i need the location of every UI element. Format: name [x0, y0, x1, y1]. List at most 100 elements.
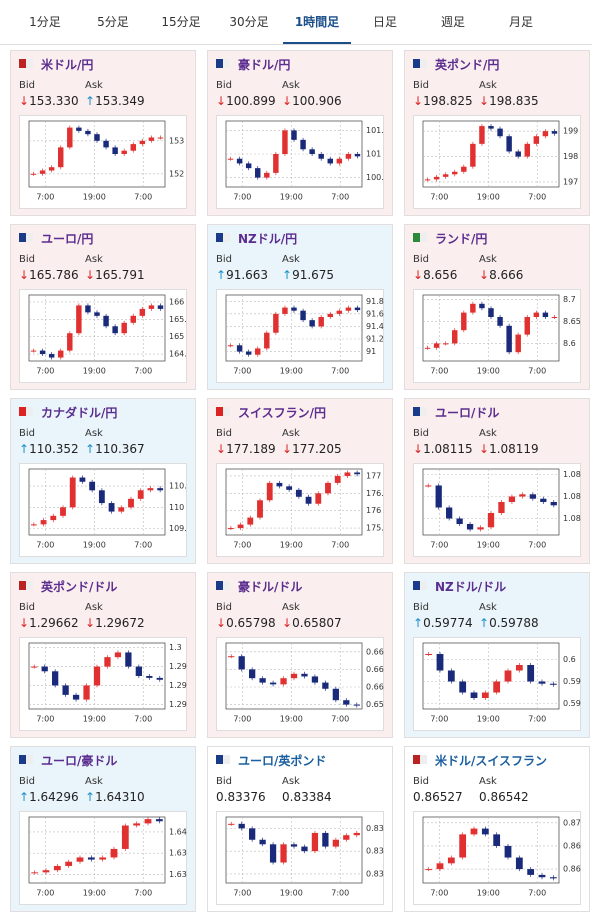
x-tick-label: 19:00	[280, 367, 303, 376]
candle	[515, 857, 523, 870]
bid-value: 0.86527	[413, 790, 463, 804]
candle	[447, 857, 455, 864]
y-tick-label: 0.834	[366, 824, 384, 833]
x-tick-label: 7:00	[331, 367, 349, 376]
candle	[76, 857, 84, 862]
ask-label: Ask	[85, 254, 103, 265]
candle	[345, 154, 352, 159]
candle	[343, 700, 350, 705]
bid-label: Bid	[19, 428, 35, 439]
chart-frame	[19, 463, 187, 557]
flag	[216, 755, 230, 764]
candle	[156, 677, 163, 680]
candle	[425, 485, 432, 487]
bid-value: ↓177.189	[216, 442, 276, 456]
panel-title: 豪ドル/ドル	[238, 580, 303, 594]
chart-frame	[19, 637, 187, 731]
x-tick-label: 7:00	[528, 367, 546, 376]
y-tick-label: 1.64	[169, 827, 187, 836]
panel-title: NZドル/円	[238, 232, 298, 246]
bid-label: Bid	[216, 254, 232, 265]
plot-frame	[28, 642, 166, 710]
bid-label: Bid	[413, 80, 429, 91]
x-tick-label: 7:00	[528, 193, 546, 202]
x-tick-label: 7:00	[36, 367, 54, 376]
x-tick-label: 7:00	[233, 193, 251, 202]
plot-frame	[28, 120, 166, 188]
ask-number: 153.349	[95, 94, 145, 108]
ask-label: Ask	[282, 428, 300, 439]
candle	[332, 688, 339, 701]
x-tick-label: 7:00	[528, 541, 546, 550]
tab[interactable]: 1時間足	[283, 0, 351, 44]
candle	[315, 493, 322, 504]
bid-value: ↓1.29662	[19, 616, 79, 630]
candle	[62, 685, 69, 695]
flag	[19, 755, 33, 764]
candle	[549, 683, 557, 685]
y-tick-label: 0.6	[563, 655, 576, 664]
bid-arrow: ↓	[19, 268, 30, 282]
bid-value: ↓0.65798	[216, 616, 276, 630]
mini-chart: 0.87 0.868 0.866 7:00 19:00 7:00	[413, 811, 581, 905]
panel-title: ランド/円	[435, 232, 488, 246]
tab[interactable]: 30分足	[229, 15, 269, 29]
x-tick-label: 7:00	[331, 541, 349, 550]
mini-chart: 0.834 0.833 0.832 7:00 19:00 7:00	[216, 811, 384, 905]
x-tick-label: 19:00	[280, 889, 303, 898]
mini-chart: 1.64 1.635 1.63 7:00 19:00 7:00	[19, 811, 187, 905]
ask-label: Ask	[282, 80, 300, 91]
flag	[216, 407, 230, 416]
candle	[255, 348, 261, 355]
tab[interactable]: 1分足	[29, 15, 61, 29]
candle	[498, 502, 505, 513]
candle	[280, 678, 287, 685]
chart-frame	[216, 115, 384, 209]
candle	[504, 670, 512, 682]
candle	[118, 507, 125, 512]
tab[interactable]: 5分足	[97, 15, 129, 29]
candle	[540, 498, 547, 502]
candle	[58, 147, 64, 168]
bid-label: Bid	[19, 254, 35, 265]
candle	[538, 681, 546, 684]
tab[interactable]: 日足	[372, 15, 397, 29]
candle	[456, 518, 463, 524]
ask-arrow: ↓	[85, 268, 96, 282]
tab[interactable]: 15分足	[161, 15, 201, 29]
candle	[497, 128, 503, 137]
candle	[65, 861, 73, 866]
candle	[121, 322, 127, 334]
candle	[309, 149, 315, 154]
candle	[83, 685, 90, 700]
y-tick-label: 8.6	[563, 339, 576, 348]
candle	[85, 130, 91, 135]
y-tick-label: 1.294	[169, 700, 187, 709]
ask-value: ↑0.59788	[479, 616, 539, 630]
candle	[30, 350, 37, 352]
currency-panel: ユーロ/円BidAsk↓165.786↓165.791166165.516516…	[10, 224, 196, 390]
currency-panel: 英ポンド/円 Bid Ask ↓198.825 ↓198.835 199 198 197 7:0…	[404, 50, 590, 216]
tab[interactable]: 週足	[440, 15, 465, 29]
currency-panel: ランド/円 Bid Ask ↓8.656 ↓8.666 8.7 8.65 8.6 7:00 19:…	[404, 224, 590, 390]
candle	[273, 154, 279, 173]
candle	[94, 134, 100, 141]
candle	[519, 494, 526, 497]
bid-label: Bid	[19, 602, 35, 613]
tab[interactable]: 月足	[508, 15, 533, 29]
plot-frame	[225, 294, 363, 362]
bid-value: ↑1.64296	[19, 790, 79, 804]
candle	[325, 482, 331, 494]
y-tick-label: 0.598	[563, 677, 581, 686]
x-tick-label: 7:00	[528, 889, 546, 898]
x-tick-label: 7:00	[134, 889, 152, 898]
candle	[48, 167, 55, 171]
chart-frame	[216, 463, 384, 557]
candle	[31, 666, 38, 668]
y-tick-label: 1.635	[169, 849, 187, 858]
currency-panel: 豪ドル/ドルBidAsk↓0.65798↓0.658070.6640.6620.…	[207, 572, 393, 738]
bid-value: 0.83376	[216, 790, 266, 804]
candle	[237, 524, 244, 529]
bid-number: 1.29662	[29, 616, 79, 630]
candle	[442, 343, 449, 345]
